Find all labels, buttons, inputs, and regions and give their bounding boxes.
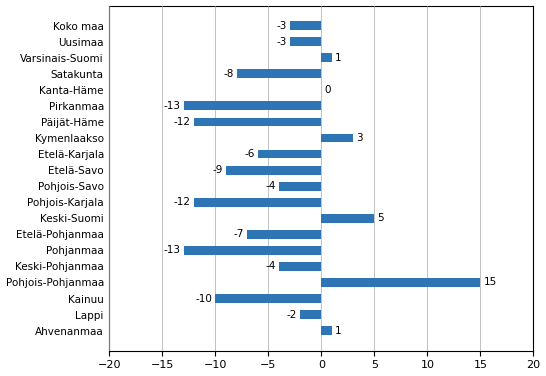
Bar	[194, 118, 322, 126]
Bar	[215, 294, 322, 303]
Text: -12: -12	[174, 197, 191, 207]
Bar	[322, 326, 332, 335]
Bar	[289, 21, 322, 30]
Text: -13: -13	[163, 246, 180, 255]
Bar	[194, 198, 322, 207]
Text: -10: -10	[195, 294, 212, 303]
Bar	[279, 262, 322, 271]
Text: -4: -4	[265, 261, 276, 271]
Bar	[322, 214, 375, 223]
Bar	[258, 150, 322, 158]
Text: -4: -4	[265, 181, 276, 191]
Bar	[300, 310, 322, 319]
Text: -13: -13	[163, 101, 180, 111]
Text: 15: 15	[484, 277, 497, 288]
Text: -9: -9	[212, 165, 223, 175]
Bar	[183, 246, 322, 255]
Bar	[183, 102, 322, 110]
Text: 3: 3	[357, 133, 363, 143]
Text: -12: -12	[174, 117, 191, 127]
Text: -6: -6	[244, 149, 254, 159]
Bar	[247, 230, 322, 239]
Bar	[322, 133, 353, 143]
Text: -8: -8	[223, 69, 233, 79]
Text: -7: -7	[234, 229, 244, 239]
Bar	[289, 37, 322, 46]
Text: -3: -3	[276, 21, 287, 31]
Text: 5: 5	[377, 213, 384, 223]
Text: -2: -2	[287, 309, 297, 320]
Bar	[279, 182, 322, 191]
Text: 1: 1	[335, 326, 342, 336]
Bar	[226, 166, 322, 174]
Bar	[322, 53, 332, 62]
Text: 1: 1	[335, 53, 342, 63]
Bar	[322, 278, 480, 287]
Text: -3: -3	[276, 37, 287, 47]
Text: 0: 0	[324, 85, 331, 95]
Bar	[236, 70, 322, 78]
